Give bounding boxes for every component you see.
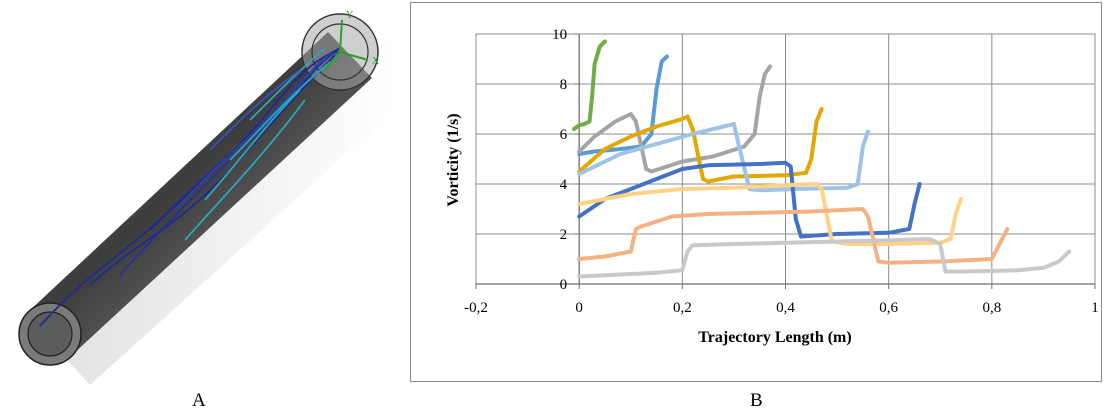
x-tick-label: 0 xyxy=(575,300,583,316)
chart-svg: 0 2 4 6 8 10 -0,2 0 0,2 0,4 0,6 0,8 1 Trajectory Len… xyxy=(410,2,1102,382)
series-line-6 xyxy=(577,160,922,239)
coordinate-axes-icon xyxy=(324,19,369,71)
series-line-7 xyxy=(577,182,963,246)
series-line-5 xyxy=(577,122,870,193)
x-tick-label: -0,2 xyxy=(464,300,488,316)
x-tick-label: 0,6 xyxy=(879,300,898,316)
y-tick-label: 8 xyxy=(560,77,568,93)
series-line-9 xyxy=(577,237,1072,279)
pipe-render-svg: Y X xyxy=(0,0,400,390)
axis-label-x: X xyxy=(372,56,380,67)
x-axis-title: Trajectory Length (m) xyxy=(698,329,851,346)
chart-frame xyxy=(410,2,1102,382)
axis-label-y: Y xyxy=(346,10,353,21)
pipe-streamline-render: Y X xyxy=(0,0,400,390)
vorticity-chart: 0 2 4 6 8 10 -0,2 0 0,2 0,4 0,6 0,8 1 Trajectory Len… xyxy=(410,2,1102,382)
panel-b-caption: B xyxy=(750,390,763,411)
y-tick-label: 10 xyxy=(552,27,567,43)
pipe-outlet-inner xyxy=(311,23,369,81)
pipe-body xyxy=(28,32,372,355)
x-tick-label: 0,2 xyxy=(673,300,692,316)
tick-label-layer: 0 2 4 6 8 10 -0,2 0 0,2 0,4 0,6 0,8 1 xyxy=(464,27,1099,316)
y-tick-label: 4 xyxy=(560,177,568,193)
y-tick-label: 0 xyxy=(560,277,568,293)
series-line-1 xyxy=(572,39,607,131)
x-tick-label: 0,8 xyxy=(982,300,1001,316)
series-line-8 xyxy=(577,207,1010,265)
axis-layer xyxy=(475,33,1096,289)
y-axis-title: Vorticity (1/s) xyxy=(445,113,462,206)
panel-a-caption: A xyxy=(192,390,206,411)
series-layer xyxy=(572,39,1072,279)
y-tick-label: 2 xyxy=(560,227,568,243)
series-line-4 xyxy=(577,107,824,184)
y-tick-label: 6 xyxy=(560,127,568,143)
streamlines xyxy=(39,47,343,327)
x-tick-label: 1 xyxy=(1091,300,1099,316)
series-line-3 xyxy=(577,64,772,174)
pipe-inlet-inner xyxy=(27,311,73,357)
x-tick-label: 0,4 xyxy=(776,300,795,316)
series-line-2 xyxy=(577,54,669,156)
